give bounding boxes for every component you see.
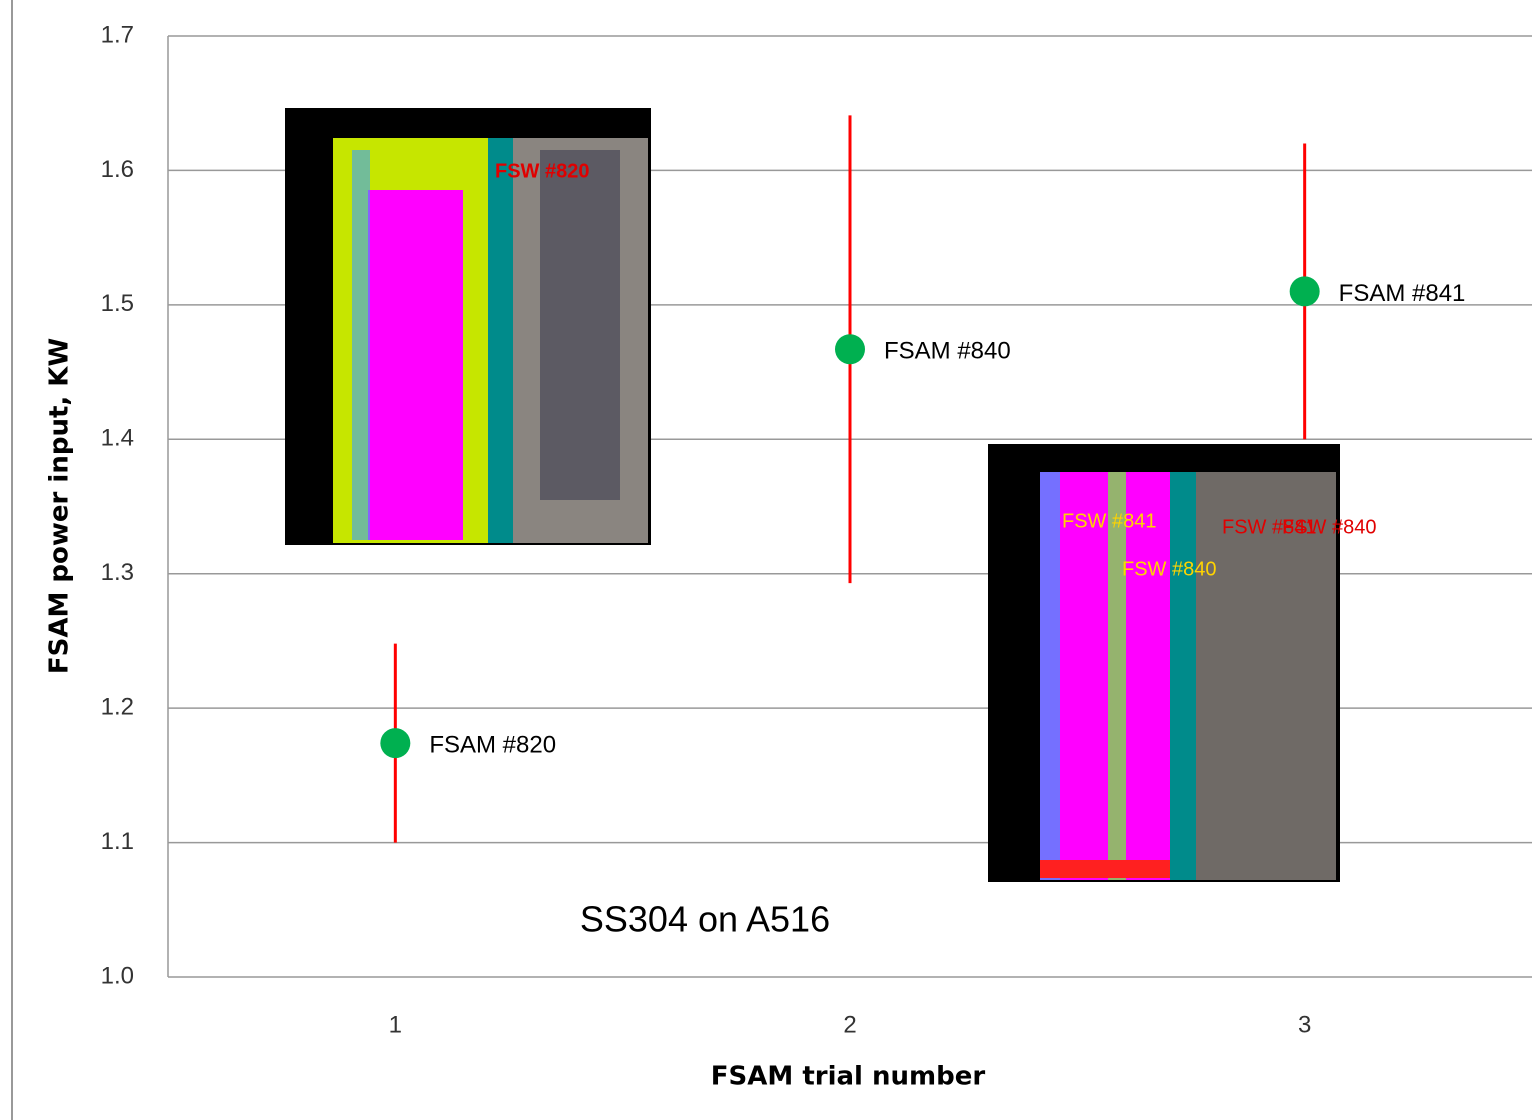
y-tick-label: 1.0 [101,962,134,989]
y-tick-label: 1.4 [101,425,134,452]
annotation: SS304 on A516 [580,899,830,940]
heatmap-bottom [1040,860,1170,878]
y-tick-label: 1.5 [101,290,134,317]
heatmap-band [1108,472,1126,880]
inset-image: FSW #820 [285,108,651,545]
photo-weld [540,150,620,500]
heatmap-area [368,190,463,540]
data-point [380,728,410,758]
inset-label: FSW #820 [495,160,589,182]
data-point [1290,276,1320,306]
heatmap-edge [1040,472,1060,880]
inset-image: FSW #841 FSW #840 FSW #841 FSW #840 [988,444,1376,882]
x-axis-title: FSAM trial number [711,1062,986,1092]
x-tick-label: 3 [1298,1011,1311,1038]
inset-label: FSW #841 [1062,510,1156,532]
y-tick-label: 1.2 [101,693,134,720]
y-tick-label: 1.1 [101,828,134,855]
x-tick-label: 1 [389,1011,402,1038]
point-label: FSAM #840 [884,338,1011,365]
chart: FSAM power input, KW FSAM trial number F… [0,0,1532,1120]
x-tick-label: 2 [843,1011,856,1038]
point-label: FSAM #841 [1339,280,1466,307]
y-tick-label: 1.7 [101,21,134,48]
point-label: FSAM #820 [429,731,556,758]
divider [1170,472,1196,880]
y-axis-title: FSAM power input, KW [45,338,75,674]
heatmap-edge [352,150,370,540]
y-tick-label: 1.3 [101,559,134,586]
inset-label: FSW #840 [1282,516,1376,538]
y-tick-label: 1.6 [101,156,134,183]
divider [488,138,513,543]
inset-label: FSW #840 [1122,558,1216,580]
data-point [835,334,865,364]
